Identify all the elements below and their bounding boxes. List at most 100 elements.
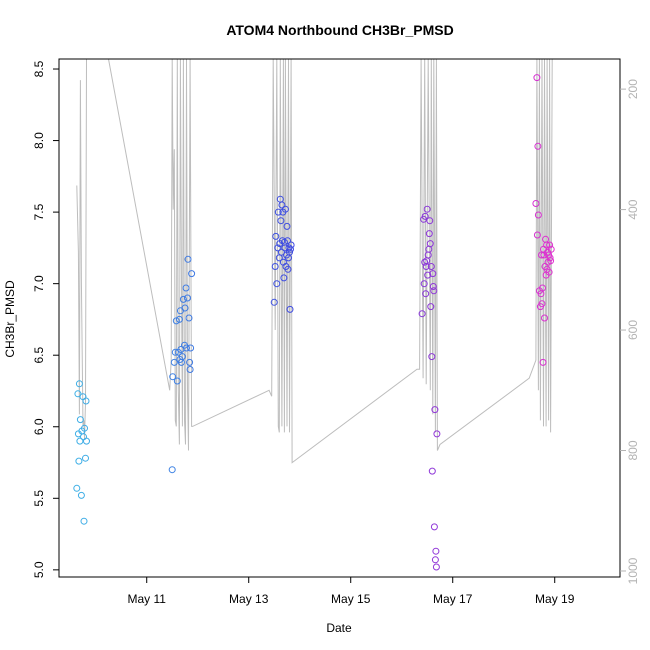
data-point [278, 237, 286, 245]
data-point [420, 280, 428, 288]
data-point [431, 406, 439, 414]
data-point [427, 263, 435, 270]
data-point [433, 430, 441, 438]
data-point [281, 205, 289, 213]
data-point [168, 466, 176, 474]
data-point [80, 433, 87, 441]
data-point [183, 344, 190, 352]
data-point [280, 274, 288, 282]
data-point [187, 344, 195, 352]
data-point [429, 283, 437, 290]
data-point [284, 265, 292, 273]
data-point [74, 390, 82, 398]
x-tick-label: May 13 [229, 592, 269, 606]
data-point [270, 298, 278, 306]
data-point [532, 200, 540, 207]
data-point [173, 377, 181, 385]
y-axis-label: CH3Br_PMSD [3, 280, 17, 358]
data-point [283, 222, 291, 230]
data-point [428, 353, 436, 361]
data-point [533, 74, 541, 82]
data-point [278, 201, 286, 209]
data-point [182, 284, 190, 292]
axes-layer: 5.0 5.5 6.0 6.5 7.0 7.5 8.0 8.5 May 11 May 13 May … [32, 58, 640, 606]
chart-title: ATOM4 Northbound CH3Br_PMSD [226, 22, 453, 38]
data-point [277, 217, 285, 225]
data-point [184, 294, 191, 302]
data-point [430, 523, 438, 531]
data-point [175, 315, 183, 323]
data-point [178, 353, 186, 361]
y-tick-label: 6.5 [32, 347, 46, 364]
data-point [533, 231, 541, 239]
data-point [185, 314, 193, 322]
y-tick-label: 5.5 [32, 490, 46, 507]
data-point [273, 280, 281, 288]
secondary-y-tick-label: 600 [626, 320, 640, 340]
data-point [432, 547, 440, 555]
y-tick-label: 7.5 [32, 203, 46, 220]
data-point [430, 287, 438, 295]
data-point [286, 305, 294, 313]
data-point [547, 257, 555, 265]
data-point [75, 380, 83, 388]
secondary-y-tick-label: 800 [626, 440, 640, 460]
altitude-track-layer [76, 59, 553, 464]
data-point [274, 244, 282, 252]
x-tick-label: May 17 [433, 592, 473, 606]
data-point [426, 240, 434, 248]
data-point [427, 303, 435, 311]
secondary-y-tick-label: 200 [626, 79, 640, 99]
data-point [277, 248, 285, 256]
data-point [181, 304, 189, 312]
data-point [543, 241, 551, 249]
y-tick-label: 6.0 [32, 418, 46, 435]
data-point [170, 358, 178, 366]
data-point [547, 245, 555, 253]
data-point [546, 241, 554, 249]
data-point [286, 248, 293, 256]
data-point [82, 454, 89, 462]
data-point [422, 290, 430, 298]
data-point [188, 270, 196, 278]
data-point [428, 467, 436, 475]
x-tick-label: May 15 [331, 592, 371, 606]
secondary-y-tick-label: 400 [626, 199, 640, 219]
data-points-layer [73, 74, 555, 571]
data-point [429, 270, 437, 278]
data-point [424, 271, 432, 279]
data-point [179, 295, 187, 303]
data-point [431, 556, 439, 564]
data-point [169, 373, 177, 381]
y-tick-label: 7.0 [32, 275, 46, 292]
data-point [80, 517, 88, 525]
data-point [539, 284, 546, 292]
data-point [186, 366, 194, 373]
data-point [425, 230, 433, 238]
data-point [75, 457, 83, 465]
data-point [184, 255, 192, 263]
y-tick-label: 5.0 [32, 561, 46, 578]
data-point [271, 263, 279, 270]
data-point [83, 437, 90, 445]
plot-frame [58, 58, 621, 578]
data-point [421, 212, 429, 220]
data-point [81, 424, 88, 432]
data-point [426, 217, 434, 225]
data-point [421, 258, 429, 266]
data-point [186, 358, 194, 366]
data-point [534, 211, 542, 219]
data-point [82, 397, 90, 405]
data-point [534, 142, 542, 150]
data-point [546, 254, 554, 262]
data-point [76, 437, 84, 445]
data-point [539, 358, 547, 366]
data-point [272, 232, 280, 240]
x-tick-label: May 19 [535, 592, 575, 606]
x-tick-label: May 11 [127, 592, 166, 606]
data-point [538, 300, 546, 308]
x-axis-label: Date [326, 621, 352, 635]
data-point [73, 484, 81, 492]
data-point [171, 348, 179, 356]
